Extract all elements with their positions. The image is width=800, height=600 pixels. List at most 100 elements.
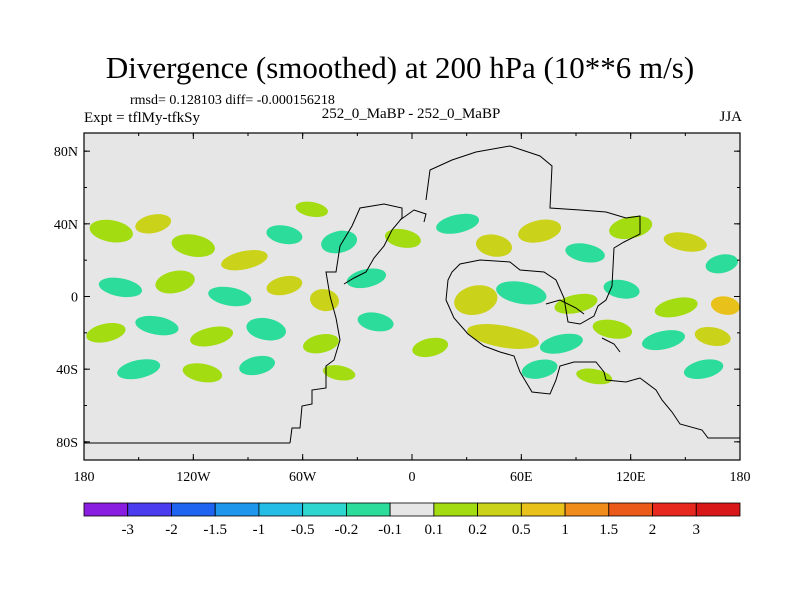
x-tick-label: 60E xyxy=(510,470,533,485)
colorbar-label: 0.2 xyxy=(468,522,487,538)
contour-blob xyxy=(576,368,613,385)
contour-blob xyxy=(496,281,547,305)
contour-blob xyxy=(683,359,724,380)
plot-area xyxy=(83,132,741,461)
contour-blob xyxy=(322,365,356,381)
colorbar-label: 1 xyxy=(561,522,569,538)
experiment-label: Expt = tflMy-tfkSy xyxy=(84,110,200,126)
contour-blob xyxy=(467,324,539,349)
colorbar-label: 0.5 xyxy=(512,522,531,538)
x-tick-label: 0 xyxy=(409,470,416,485)
y-tick-label: 80S xyxy=(56,436,78,451)
contour-blob xyxy=(302,334,339,354)
contour-blob xyxy=(309,289,340,312)
contour-blob xyxy=(384,228,421,248)
colorbar-label: 0.1 xyxy=(425,522,444,538)
contour-blob xyxy=(295,201,329,218)
colorbar-swatch xyxy=(695,502,741,517)
colorbar-swatch xyxy=(433,502,478,517)
contour-blob xyxy=(663,232,707,252)
y-tick-label: 40S xyxy=(56,363,78,378)
colorbar-swatch xyxy=(302,502,347,517)
y-axis: 80N 40N 0 40S 80S xyxy=(54,145,740,451)
contour-blob xyxy=(518,219,562,243)
season-label: JJA xyxy=(719,109,742,125)
colorbar-label: -2 xyxy=(165,522,178,538)
contour-blob xyxy=(135,315,179,336)
contour-blob xyxy=(182,363,223,383)
x-tick-label: 60W xyxy=(289,470,317,485)
x-tick-label: 120W xyxy=(176,470,211,485)
colorbar-swatch xyxy=(477,502,522,517)
coastline xyxy=(289,203,403,444)
contour-blob xyxy=(246,317,286,341)
stats-label: rmsd= 0.128103 diff= -0.000156218 xyxy=(130,93,335,108)
colorbar-label: -3 xyxy=(121,522,134,538)
colorbar-swatch xyxy=(345,502,391,517)
colorbar-label: -0.5 xyxy=(291,522,315,538)
x-tick-label: 180 xyxy=(74,470,95,485)
contour-blob xyxy=(475,234,513,257)
coastline xyxy=(399,209,427,223)
contour-blob xyxy=(521,359,558,379)
colorbar-swatch xyxy=(171,502,216,517)
contour-blob xyxy=(454,285,498,315)
contour-blob xyxy=(208,286,252,307)
contour-blob xyxy=(171,234,215,257)
colorbar-label: 3 xyxy=(693,522,701,538)
colorbar-swatch xyxy=(652,502,697,517)
colorbar-swatch xyxy=(608,502,653,517)
colorbar-swatch xyxy=(214,502,260,517)
contour-blob xyxy=(539,333,583,354)
contour-blob xyxy=(705,254,738,274)
colorbar-label: -0.2 xyxy=(335,522,359,538)
contour-blob xyxy=(117,359,161,380)
coastline xyxy=(425,145,740,439)
colorbar-label: -0.1 xyxy=(378,522,402,538)
contour-blob xyxy=(346,268,387,289)
y-tick-label: 0 xyxy=(71,291,78,306)
colorbar-swatch xyxy=(564,502,610,517)
contour-blob xyxy=(565,243,605,263)
colorbar: -3 -2 -1.5 -1 -0.5 -0.2 -0.1 0.1 0.2 0.5 1 1.5 2 3 xyxy=(83,502,741,538)
contour-blob xyxy=(321,230,358,254)
case-label: 252_0_MaBP - 252_0_MaBP xyxy=(321,106,501,122)
contour-blob xyxy=(592,319,633,339)
x-axis: 180 120W 60W 0 60E 120E 180 xyxy=(74,133,751,485)
contour-blob xyxy=(694,326,731,347)
contour-blob xyxy=(710,296,740,315)
colorbar-swatch xyxy=(520,502,566,517)
colorbar-label: -1 xyxy=(253,522,266,538)
contour-blob xyxy=(135,214,172,234)
plot-background xyxy=(84,133,740,460)
contour-blob xyxy=(86,322,126,343)
contour-blob xyxy=(89,219,133,243)
contour-blob xyxy=(436,213,480,234)
contour-blob xyxy=(609,215,653,240)
contour-blob xyxy=(412,337,449,358)
colorbar-label: -1.5 xyxy=(203,522,227,538)
divergence-contours xyxy=(86,201,740,385)
contour-blob xyxy=(221,250,268,271)
contour-blob xyxy=(641,330,686,351)
contour-blob xyxy=(190,326,234,347)
contour-blob xyxy=(266,225,303,245)
colorbar-swatch xyxy=(127,502,172,517)
continent-outlines xyxy=(84,145,740,444)
contour-blob xyxy=(554,293,598,314)
colorbar-label: 1.5 xyxy=(599,522,618,538)
page-title: Divergence (smoothed) at 200 hPa (10**6 … xyxy=(105,50,695,85)
colorbar-label: 2 xyxy=(649,522,657,538)
x-tick-label: 120E xyxy=(616,470,646,485)
colorbar-swatch xyxy=(258,502,304,517)
contour-blob xyxy=(266,275,303,296)
contour-blob xyxy=(357,312,394,332)
contour-blob xyxy=(98,277,143,298)
contour-blob xyxy=(654,297,698,318)
colorbar-swatch xyxy=(389,502,435,517)
colorbar-swatch xyxy=(83,502,129,517)
coastline xyxy=(601,337,621,353)
contour-blob xyxy=(155,270,195,294)
y-tick-label: 40N xyxy=(54,218,78,233)
